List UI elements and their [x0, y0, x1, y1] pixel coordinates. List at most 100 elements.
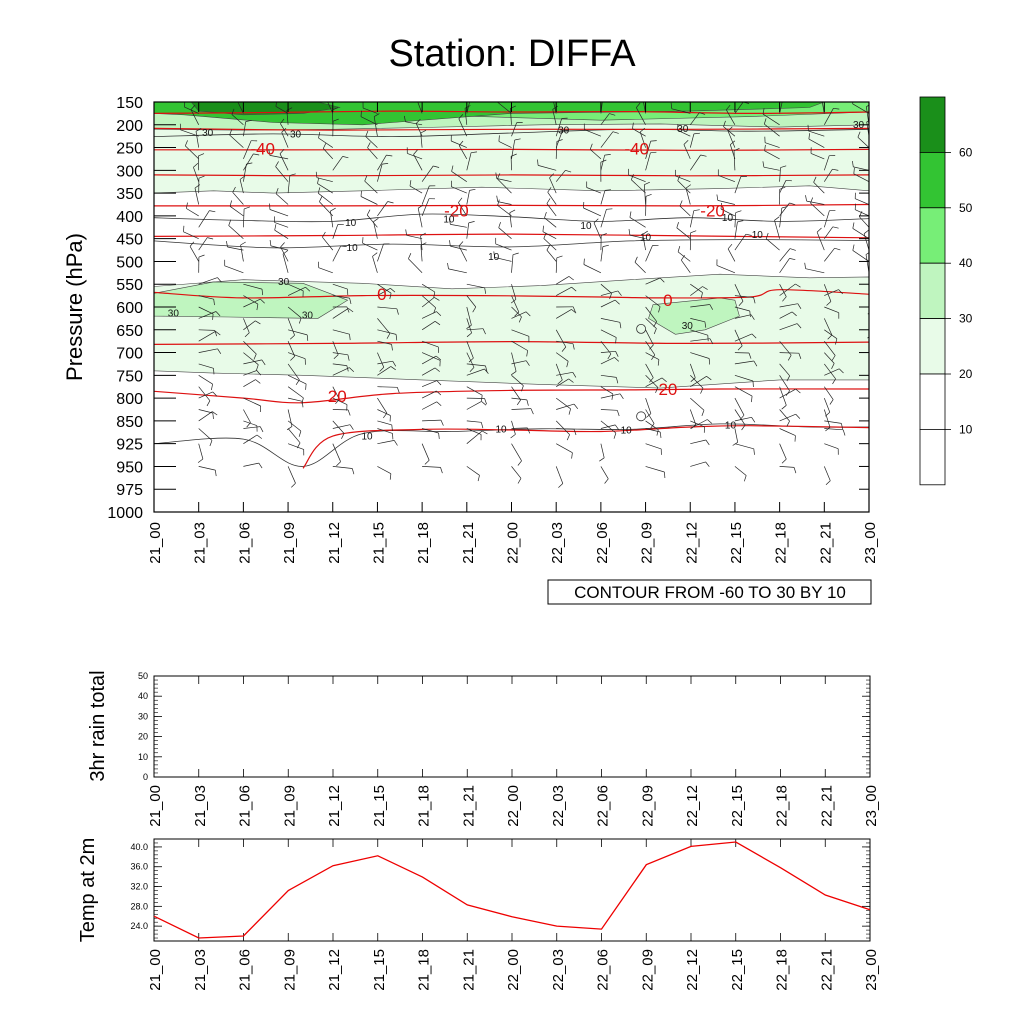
wind-barb-flag	[448, 218, 451, 225]
contour-panel: -40 -40 -20 -20 0 0 20 20 30 30 30 30 30 10 10 10 10 10 10…	[62, 86, 887, 605]
wind-barb-shaft	[405, 121, 423, 126]
wind-barb-shaft	[458, 118, 468, 137]
wind-barb-shaft	[600, 102, 601, 103]
wind-barb-shaft	[600, 329, 617, 338]
wind-barb-flag	[382, 86, 388, 87]
wind-barb-flag	[882, 368, 887, 372]
wind-barb-flag	[657, 359, 660, 366]
wind-barb-flag	[779, 186, 786, 190]
wind-barb-shaft	[779, 466, 795, 468]
wind-barb-shaft	[734, 333, 753, 342]
wind-barb-shaft	[198, 237, 208, 251]
wind-barb-flag	[573, 403, 579, 410]
wind-barb-shaft	[274, 229, 289, 239]
wind-barb-flag	[451, 165, 454, 172]
wind-barb-shaft	[451, 186, 467, 194]
wind-barb-flag	[530, 408, 534, 415]
wind-barb-flag	[615, 424, 620, 431]
wind-barb-shaft	[589, 149, 602, 160]
wind-barb-shaft	[198, 295, 214, 300]
wind-barb-shaft	[868, 466, 869, 468]
wind-barb-flag	[629, 211, 632, 218]
humidity-contour-label: 10	[580, 221, 592, 232]
wind-barb-flag	[434, 297, 440, 301]
wind-barb-flag	[599, 457, 605, 462]
temperature-contour-label: 0	[377, 285, 386, 304]
wind-barb-shaft	[421, 297, 435, 308]
wind-barb-flag	[281, 127, 287, 133]
wind-barb-shaft	[824, 368, 840, 376]
wind-barb-flag	[289, 173, 296, 176]
wind-barb-shaft	[816, 231, 825, 251]
wind-barb-flag	[690, 230, 697, 234]
wind-barb-flag	[789, 258, 796, 261]
wind-barb-flag	[879, 316, 881, 322]
wind-barb-flag	[436, 311, 442, 316]
wind-barb-shaft	[198, 102, 199, 103]
wind-barb-shaft	[274, 222, 289, 228]
colorbar-segment	[919, 428, 946, 486]
wind-barb-flag	[867, 336, 869, 339]
wind-barb-flag	[795, 283, 801, 288]
wind-barb-shaft	[421, 102, 423, 103]
wind-barb-shaft	[779, 102, 783, 114]
wind-barb-flag	[458, 114, 464, 119]
wind-barb-shaft	[779, 352, 799, 354]
wind-barb-shaft	[280, 246, 289, 262]
wind-barb-flag	[481, 401, 487, 406]
rain-panel-frame	[153, 675, 871, 778]
wind-barb-shaft	[287, 443, 304, 450]
wind-barb-shaft	[824, 443, 839, 450]
wind-barb-flag	[209, 440, 213, 447]
wind-barb-flag	[209, 210, 216, 213]
wind-barb-shaft	[779, 283, 796, 296]
humidity-contour-label: 10	[752, 230, 764, 241]
wind-barb-shaft	[287, 352, 306, 360]
wind-barb-shaft	[868, 363, 869, 365]
wind-barb-flag	[236, 94, 240, 98]
wind-barb-flag	[245, 119, 252, 122]
wind-barb-shaft	[763, 166, 780, 171]
wind-barb-shaft	[823, 466, 831, 481]
wind-barb-shaft	[689, 133, 695, 148]
wind-barb-shaft	[198, 466, 216, 471]
wind-barb-shaft	[511, 254, 514, 273]
wind-barb-shaft	[243, 434, 258, 444]
wind-barb-flag	[572, 343, 575, 350]
contour-labels: -40 -40 -20 -20 0 0 20 20 30 30 30 30 30 10 10 10 10 10 10…	[168, 120, 865, 443]
wind-barb-shaft	[373, 116, 378, 137]
wind-barb-shaft	[243, 340, 257, 355]
wind-barb-shaft	[198, 277, 218, 285]
wind-barb-shaft	[645, 152, 651, 171]
wind-barb-flag	[816, 227, 822, 233]
colorbar-label: 50	[959, 201, 973, 215]
wind-barb-shaft	[556, 443, 573, 454]
wind-barb-shaft	[645, 277, 661, 285]
pressure-tick-label: 500	[116, 254, 143, 271]
wind-barb-shaft	[227, 246, 244, 251]
pressure-tick-label: 650	[116, 323, 143, 340]
y-tick-label: 40.0	[130, 842, 148, 852]
wind-barb-flag	[510, 434, 516, 439]
wind-barb-flag	[808, 133, 810, 140]
wind-barb-shaft	[600, 393, 621, 399]
wind-barb-flag	[661, 377, 667, 383]
time-tick-label: 23_00	[862, 522, 879, 564]
wind-barb-shaft	[734, 102, 744, 114]
wind-barb-flag	[346, 306, 350, 313]
pressure-tick-label: 150	[116, 95, 143, 112]
wind-barb-flag	[827, 334, 833, 340]
wind-barb-flag	[716, 194, 719, 201]
wind-barb-flag	[392, 361, 397, 367]
wind-barb-shaft	[645, 420, 659, 430]
wind-barb-flag	[707, 419, 713, 424]
wind-barb-flag	[471, 98, 477, 99]
wind-barb-flag	[298, 430, 302, 437]
wind-barb-flag	[677, 174, 681, 181]
wind-barb-shaft	[332, 397, 348, 405]
wind-barb-shaft	[511, 375, 524, 386]
wind-barb-shaft	[542, 231, 557, 240]
wind-barb-shaft	[409, 185, 423, 194]
wind-barb-flag	[883, 438, 887, 442]
wind-barb-shaft	[556, 286, 572, 296]
